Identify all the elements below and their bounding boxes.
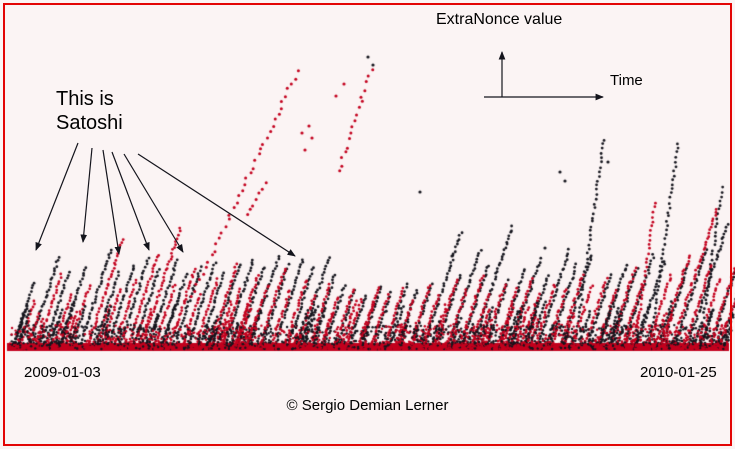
annotation-arrow — [80, 147, 93, 243]
credit-label: © Sergio Demian Lerner — [286, 397, 449, 414]
annotation-arrow — [102, 149, 122, 255]
annotation-arrow — [123, 153, 184, 253]
start-date-label: 2009-01-03 — [24, 364, 101, 381]
satoshi-annotation: This is Satoshi — [56, 88, 123, 134]
annotation-arrow — [35, 142, 79, 251]
end-date-label: 2010-01-25 — [640, 364, 717, 381]
satoshi-arrows — [35, 142, 296, 257]
y-axis-label: ExtraNonce value — [436, 11, 563, 28]
axis-icon — [484, 51, 604, 101]
annotation-arrow — [111, 151, 150, 251]
annotation-arrow — [137, 153, 296, 257]
x-axis-label: Time — [610, 72, 643, 89]
